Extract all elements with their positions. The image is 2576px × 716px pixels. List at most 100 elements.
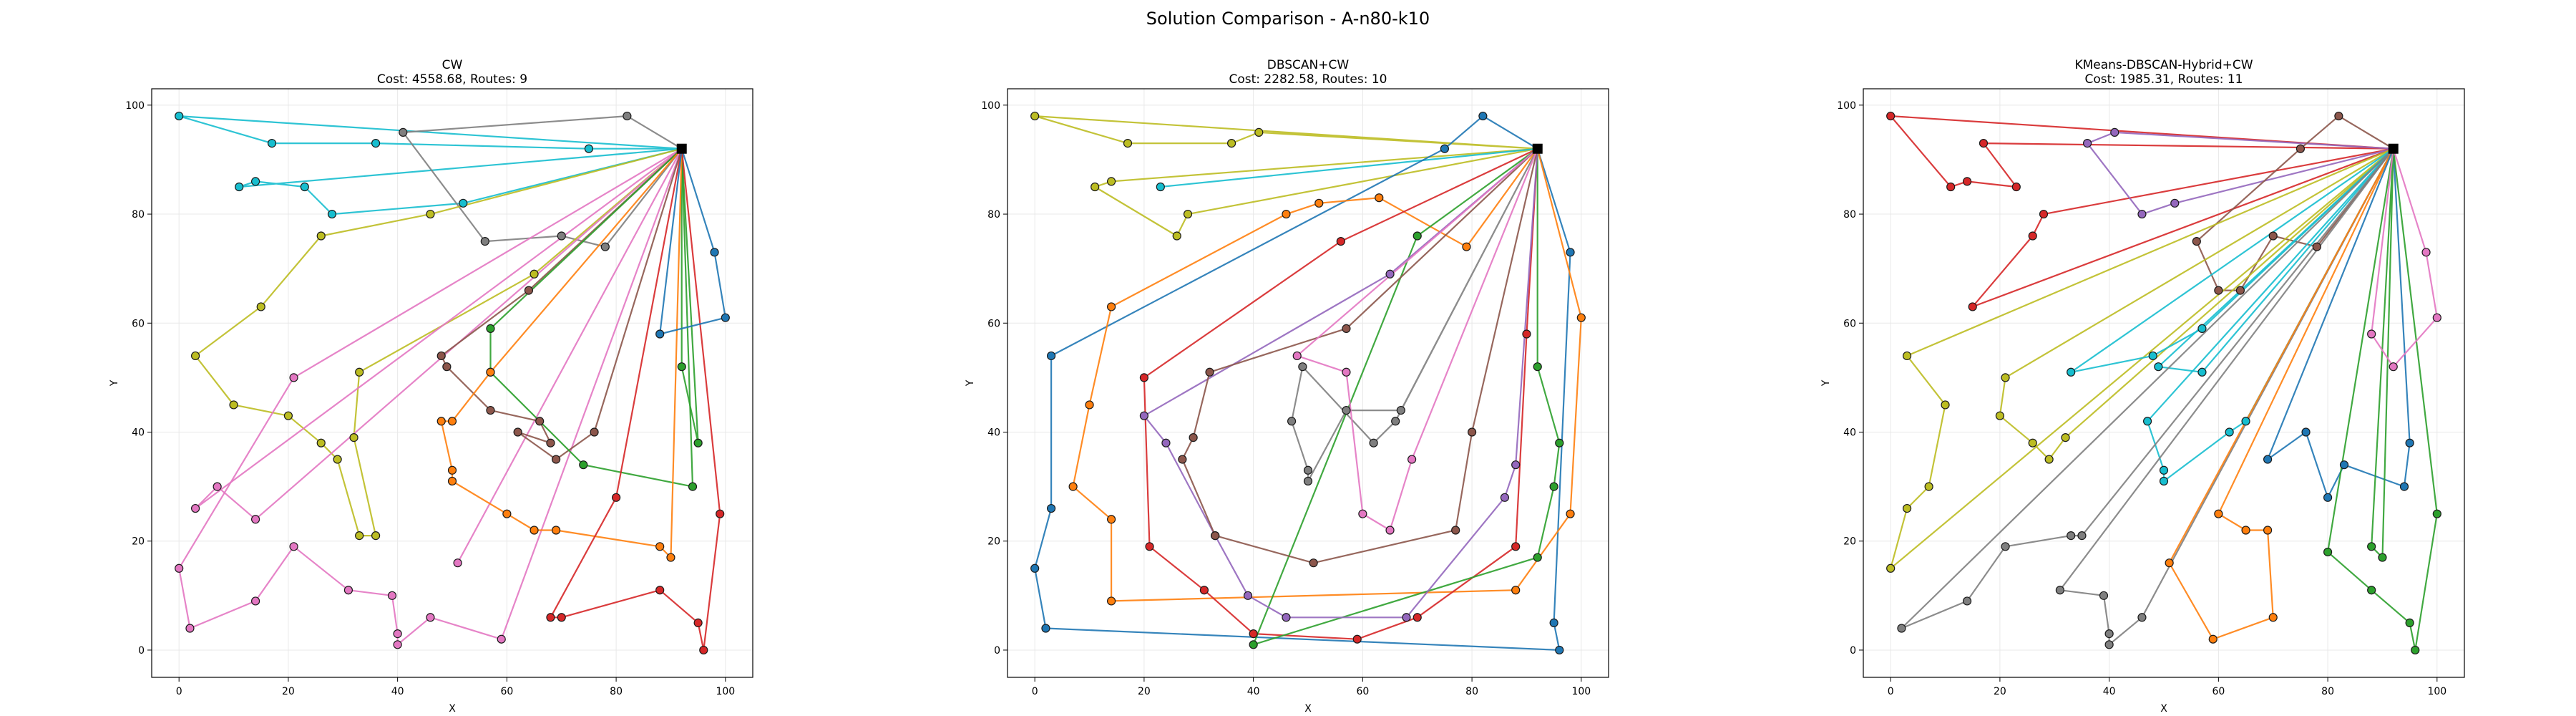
chart-panel-3: 0 20 40 60 80 100 0 20 40 60 80 100 KMeans-DBSCAN-Hy…: [1820, 58, 2465, 715]
customer-point: [1467, 427, 1477, 437]
y-tick-label: 100: [981, 100, 1000, 112]
customer-point: [535, 417, 545, 426]
customer-point: [699, 645, 708, 655]
customer-point: [1902, 351, 1912, 361]
customer-point: [1511, 586, 1521, 595]
route-line: [2059, 148, 2394, 646]
customer-point: [442, 362, 452, 372]
customer-point: [1226, 139, 1236, 148]
panel-title: KMeans-DBSCAN-Hybrid+CW: [2074, 58, 2253, 72]
x-tick-label: 40: [1247, 686, 1260, 697]
x-tick-label: 40: [391, 686, 404, 697]
customer-point: [1555, 645, 1564, 655]
customer-point: [2061, 433, 2070, 442]
customer-point: [1413, 613, 1422, 622]
customer-point: [1309, 558, 1318, 568]
customer-point: [190, 351, 200, 361]
customer-point: [677, 362, 686, 372]
customer-point: [1139, 373, 1149, 382]
customer-point: [2192, 237, 2201, 246]
customer-point: [2263, 526, 2273, 535]
customer-point: [1924, 482, 1933, 491]
route-line: [440, 147, 683, 558]
y-tick-label: 60: [132, 318, 145, 329]
y-tick-label: 100: [1837, 100, 1856, 112]
y-tick-label: 20: [1843, 536, 1856, 548]
customer-point: [1046, 503, 1056, 513]
customer-point: [1205, 367, 1214, 377]
customer-point: [2399, 482, 2409, 491]
route-line: [550, 148, 721, 652]
panel-title: DBSCAN+CW: [1267, 58, 1350, 72]
customer-point: [300, 182, 309, 192]
customer-point: [1522, 329, 1531, 339]
customer-point: [2104, 640, 2114, 649]
customer-point: [1298, 362, 1307, 372]
y-tick-label: 0: [994, 645, 1000, 657]
customer-point: [1413, 231, 1422, 241]
customer-point: [1342, 405, 1351, 415]
panel-subtitle: Cost: 2282.58, Routes: 10: [1229, 72, 1387, 87]
customer-point: [1139, 411, 1149, 420]
customer-point: [2225, 427, 2234, 437]
x-tick-label: 40: [2103, 686, 2116, 697]
y-tick-label: 20: [132, 536, 145, 548]
customer-point: [185, 624, 195, 633]
customer-point: [1303, 476, 1313, 486]
customer-point: [721, 313, 730, 322]
customer-point: [1511, 542, 1521, 551]
y-tick-label: 0: [1850, 645, 1856, 657]
customer-point: [2028, 438, 2037, 448]
customer-point: [2214, 509, 2223, 518]
y-tick-label: 80: [132, 209, 145, 221]
plot-frame: [1007, 88, 1609, 678]
customer-point: [1396, 405, 1405, 415]
customer-point: [355, 367, 364, 377]
customer-point: [250, 515, 260, 524]
customer-point: [1440, 144, 1450, 153]
customer-point: [1068, 482, 1078, 491]
y-tick-label: 20: [987, 536, 1000, 548]
customer-point: [2235, 286, 2245, 295]
customer-point: [2263, 455, 2273, 464]
route-line: [2371, 148, 2394, 558]
customer-point: [551, 526, 561, 535]
customer-point: [693, 438, 703, 448]
route-line: [1999, 147, 2394, 460]
customer-point: [2296, 144, 2306, 153]
customer-point: [710, 248, 719, 257]
customer-point: [1886, 563, 1896, 573]
customer-point: [2148, 351, 2157, 361]
customer-point: [1962, 177, 1972, 186]
customer-point: [2323, 493, 2333, 502]
y-tick-label: 60: [987, 318, 1000, 329]
y-axis-label: Y: [109, 379, 120, 387]
customer-point: [175, 111, 184, 121]
customer-point: [2001, 542, 2010, 551]
customer-point: [2082, 139, 2092, 148]
customer-point: [1199, 586, 1209, 595]
route-line: [1901, 147, 2394, 629]
y-tick-label: 80: [987, 209, 1000, 221]
customer-point: [2411, 645, 2420, 655]
customer-point: [1549, 482, 1558, 491]
customer-point: [1566, 248, 1575, 257]
x-tick-label: 80: [1465, 686, 1478, 697]
customer-point: [1303, 465, 1313, 475]
customer-point: [1576, 313, 1586, 322]
y-tick-label: 40: [1843, 427, 1856, 439]
customer-point: [393, 629, 402, 639]
route-line: [659, 148, 726, 335]
customer-point: [1106, 596, 1116, 606]
customer-point: [256, 302, 265, 311]
customer-point: [1451, 526, 1460, 535]
customer-point: [1145, 542, 1154, 551]
route-line: [195, 147, 683, 537]
customer-point: [2159, 465, 2169, 475]
customer-point: [1249, 629, 1258, 639]
customer-point: [250, 177, 260, 186]
x-tick-label: 80: [610, 686, 623, 697]
route-line: [1034, 115, 1538, 150]
customer-point: [655, 329, 665, 339]
y-tick-label: 80: [1843, 209, 1856, 221]
